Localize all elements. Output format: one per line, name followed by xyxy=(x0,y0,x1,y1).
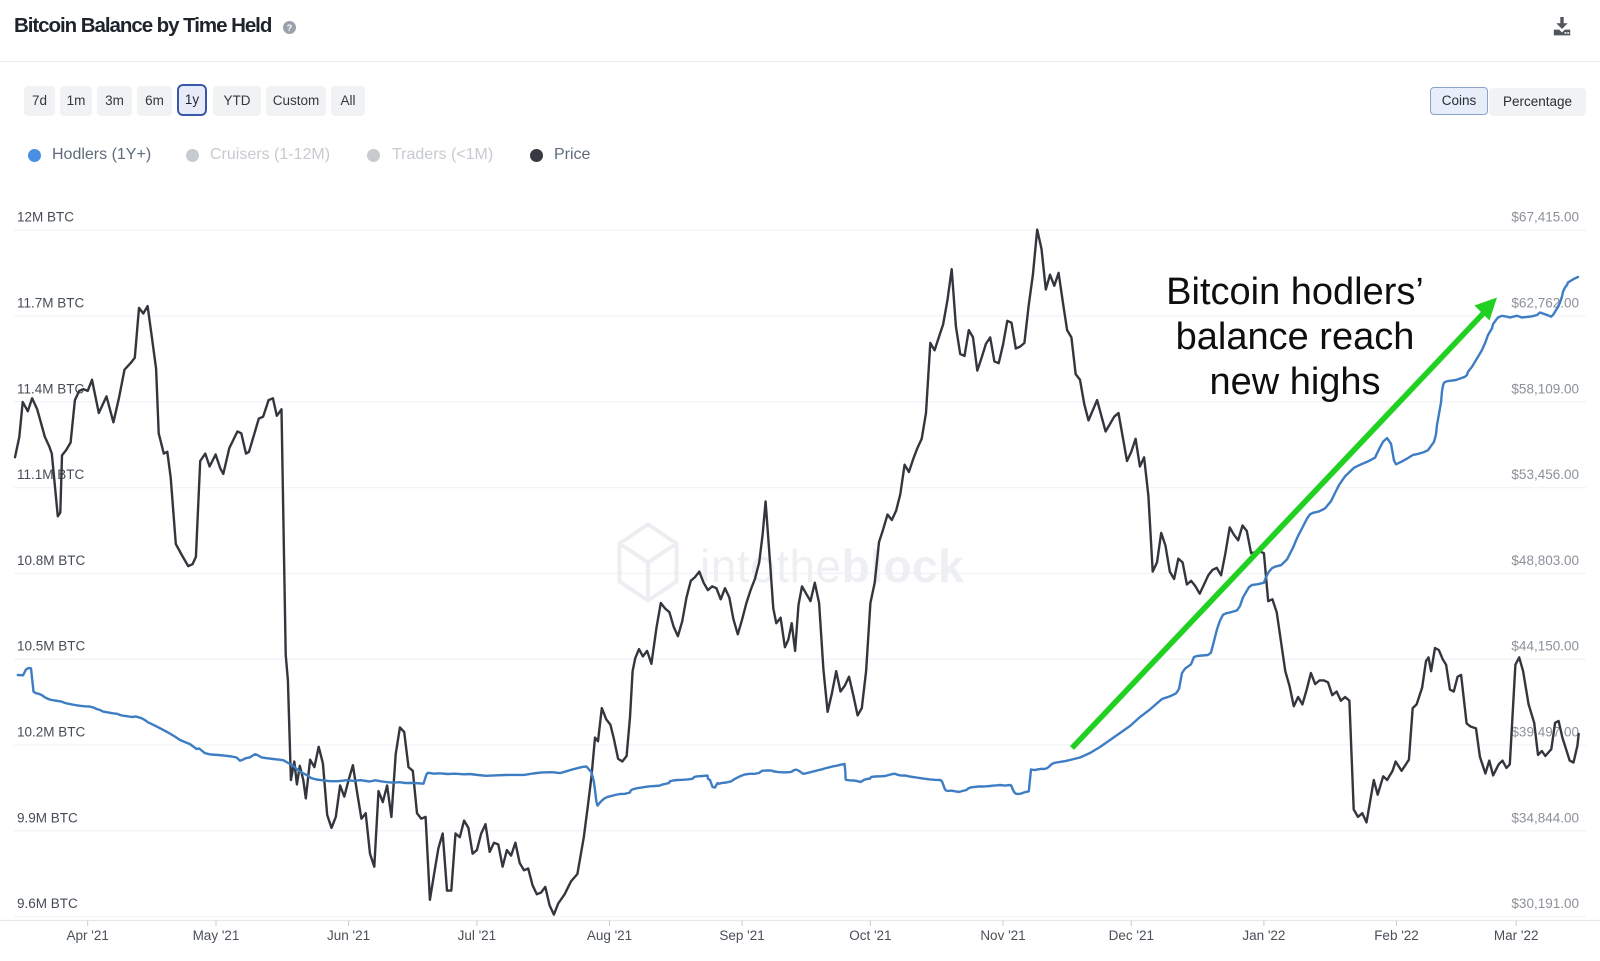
svg-text:Mar '22: Mar '22 xyxy=(1494,928,1539,943)
svg-text:$48,803.00: $48,803.00 xyxy=(1511,553,1579,568)
svg-text:$34,844.00: $34,844.00 xyxy=(1511,810,1579,825)
svg-text:intotheblock: intotheblock xyxy=(700,540,964,592)
svg-text:balance reach: balance reach xyxy=(1176,316,1415,358)
svg-text:Nov '21: Nov '21 xyxy=(980,928,1025,943)
svg-text:9.9M BTC: 9.9M BTC xyxy=(17,810,78,825)
svg-text:$44,150.00: $44,150.00 xyxy=(1511,639,1579,654)
svg-text:$30,191.00: $30,191.00 xyxy=(1511,896,1579,911)
svg-text:12M BTC: 12M BTC xyxy=(17,210,74,225)
svg-text:?: ? xyxy=(287,23,293,33)
svg-text:Jan '22: Jan '22 xyxy=(1242,928,1285,943)
svg-text:Dec '21: Dec '21 xyxy=(1109,928,1154,943)
svg-text:Feb '22: Feb '22 xyxy=(1374,928,1419,943)
svg-text:10.8M BTC: 10.8M BTC xyxy=(17,553,86,568)
svg-text:10.5M BTC: 10.5M BTC xyxy=(17,639,86,654)
svg-text:9.6M BTC: 9.6M BTC xyxy=(17,896,78,911)
svg-text:Apr '21: Apr '21 xyxy=(67,928,109,943)
svg-text:$53,456.00: $53,456.00 xyxy=(1511,467,1579,482)
svg-text:$67,415.00: $67,415.00 xyxy=(1511,210,1579,225)
svg-text:Aug '21: Aug '21 xyxy=(587,928,632,943)
svg-text:May '21: May '21 xyxy=(193,928,240,943)
svg-text:10.2M BTC: 10.2M BTC xyxy=(17,725,86,740)
svg-text:11.7M BTC: 11.7M BTC xyxy=(17,296,85,311)
svg-text:Sep '21: Sep '21 xyxy=(719,928,764,943)
svg-text:Jul '21: Jul '21 xyxy=(458,928,497,943)
svg-text:$62,762.00: $62,762.00 xyxy=(1511,296,1579,311)
svg-text:new highs: new highs xyxy=(1209,361,1380,403)
svg-text:$58,109.00: $58,109.00 xyxy=(1511,381,1579,396)
svg-text:Bitcoin hodlers’: Bitcoin hodlers’ xyxy=(1166,271,1424,313)
svg-text:11.4M BTC: 11.4M BTC xyxy=(17,381,85,396)
svg-text:Jun '21: Jun '21 xyxy=(327,928,370,943)
svg-text:$39,497.00: $39,497.00 xyxy=(1511,725,1579,740)
svg-text:11.1M BTC: 11.1M BTC xyxy=(17,467,85,482)
svg-text:Oct '21: Oct '21 xyxy=(849,928,891,943)
